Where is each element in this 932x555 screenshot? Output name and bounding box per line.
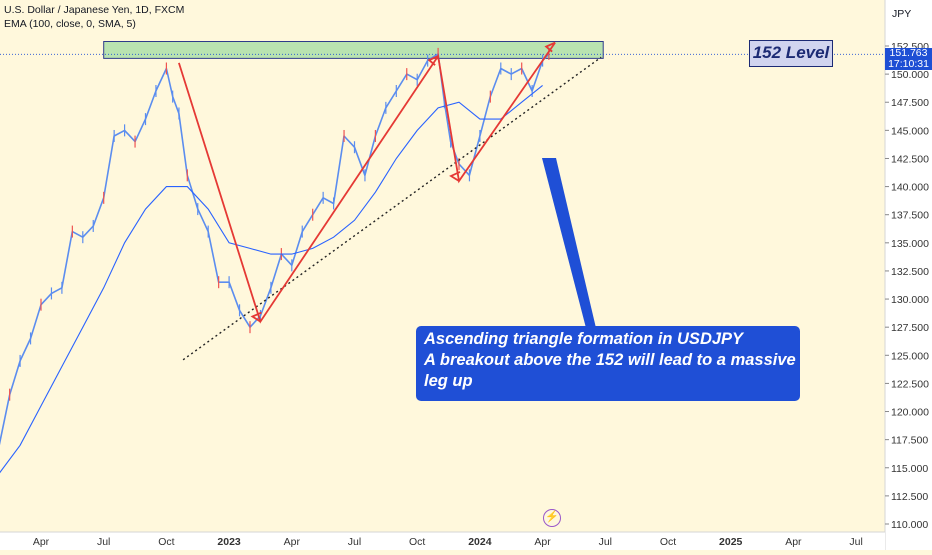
callout-pointer bbox=[542, 158, 596, 328]
bar-countdown: 17:10:31 bbox=[888, 58, 929, 70]
price-series-line[interactable] bbox=[0, 53, 550, 474]
y-tick-label: 120.000 bbox=[891, 407, 929, 419]
x-tick-label: 2023 bbox=[217, 536, 241, 548]
ascending-triangle-callout[interactable]: Ascending triangle formation in USDJPY A… bbox=[416, 326, 800, 401]
price-axis-panel bbox=[885, 0, 932, 550]
y-tick-label: 135.000 bbox=[891, 238, 929, 250]
level-152-label[interactable]: 152 Level bbox=[749, 40, 833, 67]
x-tick-label: Apr bbox=[534, 536, 551, 548]
resistance-zone-152[interactable] bbox=[103, 41, 604, 59]
y-tick-label: 147.500 bbox=[891, 97, 929, 109]
ema-100-line[interactable] bbox=[0, 84, 543, 484]
x-tick-label: Jul bbox=[348, 536, 361, 548]
x-tick-label: 2024 bbox=[468, 536, 492, 548]
ascending-support-line[interactable] bbox=[182, 56, 602, 361]
x-tick-label: Jul bbox=[97, 536, 110, 548]
arrow-head bbox=[250, 311, 262, 323]
x-tick-label: Apr bbox=[284, 536, 301, 548]
y-tick-label: 150.000 bbox=[891, 69, 929, 81]
chart-header: U.S. Dollar / Japanese Yen, 1D, FXCM EMA… bbox=[4, 3, 184, 31]
y-tick-label: 115.000 bbox=[891, 463, 928, 475]
x-tick-label: 2025 bbox=[719, 536, 743, 548]
y-tick-label: 117.500 bbox=[891, 435, 928, 447]
x-tick-label: Jul bbox=[849, 536, 862, 548]
indicator-legend[interactable]: EMA (100, close, 0, SMA, 5) bbox=[4, 18, 136, 30]
x-tick-label: Oct bbox=[158, 536, 174, 548]
callout-line-2: A breakout above the 152 will lead to a … bbox=[424, 351, 796, 369]
y-tick-label: 137.500 bbox=[891, 210, 929, 222]
trend-path-arrow[interactable] bbox=[178, 42, 556, 324]
y-tick-label: 112.500 bbox=[891, 491, 928, 503]
arrow-head bbox=[427, 55, 439, 66]
y-tick-label: 130.000 bbox=[891, 294, 929, 306]
x-tick-label: Jul bbox=[599, 536, 612, 548]
currency-label[interactable]: JPY bbox=[892, 8, 912, 20]
arrow-head bbox=[544, 41, 556, 53]
x-tick-label: Oct bbox=[660, 536, 676, 548]
x-tick-label: Oct bbox=[409, 536, 425, 548]
y-tick-label: 110.000 bbox=[891, 519, 928, 531]
time-axis-panel bbox=[0, 532, 885, 550]
y-tick-label: 127.500 bbox=[891, 322, 929, 334]
last-price: 151.763 bbox=[889, 47, 928, 59]
y-tick-label: 125.000 bbox=[891, 350, 929, 362]
last-price-tag: 151.763 17:10:31 bbox=[885, 48, 932, 70]
y-tick-label: 122.500 bbox=[891, 378, 929, 390]
y-tick-label: 145.000 bbox=[891, 125, 929, 137]
y-tick-label: 132.500 bbox=[891, 266, 929, 278]
callout-line-3: leg up bbox=[424, 372, 473, 390]
symbol-title[interactable]: U.S. Dollar / Japanese Yen, 1D, FXCM bbox=[4, 4, 185, 16]
y-tick-label: 142.500 bbox=[891, 153, 929, 165]
callout-line-1: Ascending triangle formation in USDJPY bbox=[424, 330, 744, 348]
x-tick-label: Apr bbox=[33, 536, 50, 548]
arrow-head bbox=[449, 171, 461, 182]
x-tick-label: Apr bbox=[785, 536, 802, 548]
lightning-alert-icon[interactable]: ⚡ bbox=[543, 509, 561, 527]
y-tick-label: 140.000 bbox=[891, 182, 929, 194]
